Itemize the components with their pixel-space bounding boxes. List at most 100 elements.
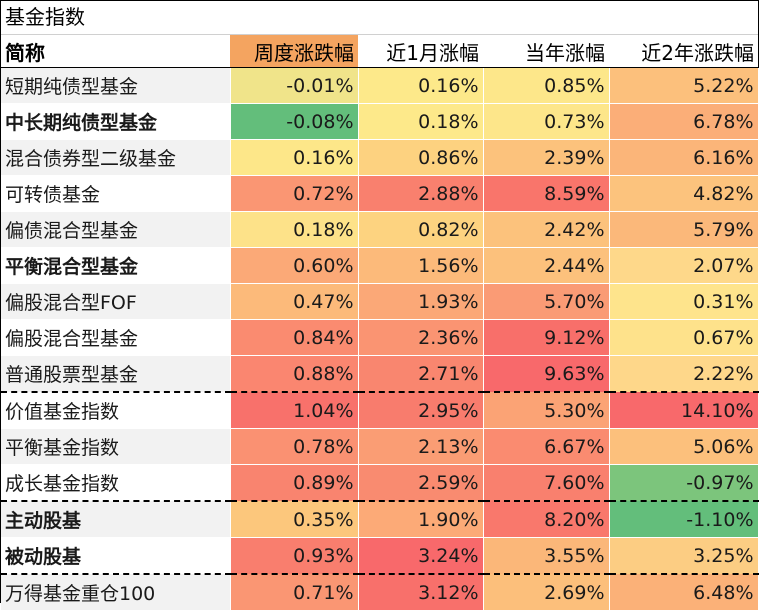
- cell-1m-change: 0.18%: [358, 104, 483, 140]
- cell-1m-change: 3.24%: [358, 538, 483, 575]
- cell-ytd-change: 9.63%: [483, 356, 609, 393]
- header-1m-change: 近1月涨幅: [358, 35, 483, 68]
- cell-1m-change: 1.56%: [358, 248, 483, 284]
- cell-ytd-change: 2.69%: [483, 574, 609, 610]
- cell-weekly-change: 0.89%: [230, 465, 358, 502]
- row-name: 平衡基金指数: [1, 429, 230, 465]
- cell-ytd-change: 8.20%: [483, 501, 609, 538]
- cell-2y-change: 5.22%: [609, 68, 758, 104]
- cell-weekly-change: 0.35%: [230, 501, 358, 538]
- header-name: 简称: [1, 35, 230, 68]
- cell-ytd-change: 0.73%: [483, 104, 609, 140]
- row-name: 万得基金重仓100: [1, 574, 230, 610]
- cell-ytd-change: 5.70%: [483, 284, 609, 320]
- cell-1m-change: 0.16%: [358, 68, 483, 104]
- cell-weekly-change: 0.78%: [230, 429, 358, 465]
- cell-2y-change: 6.16%: [609, 140, 758, 176]
- cell-ytd-change: 2.39%: [483, 140, 609, 176]
- cell-1m-change: 2.71%: [358, 356, 483, 393]
- cell-weekly-change: 0.93%: [230, 538, 358, 575]
- row-name: 混合债券型二级基金: [1, 140, 230, 176]
- row-name: 偏股混合型FOF: [1, 284, 230, 320]
- cell-2y-change: 2.07%: [609, 248, 758, 284]
- cell-1m-change: 2.36%: [358, 320, 483, 356]
- header-2y-change: 近2年涨跌幅: [609, 35, 758, 68]
- cell-2y-change: -1.10%: [609, 501, 758, 538]
- row-name: 中长期纯债型基金: [1, 104, 230, 140]
- cell-ytd-change: 6.67%: [483, 429, 609, 465]
- header-row: 简称 周度涨跌幅 近1月涨幅 当年涨幅 近2年涨跌幅: [1, 35, 758, 68]
- table-row: 中长期纯债型基金-0.08%0.18%0.73%6.78%: [1, 104, 758, 140]
- cell-ytd-change: 5.30%: [483, 392, 609, 429]
- cell-weekly-change: 0.18%: [230, 212, 358, 248]
- cell-2y-change: 5.79%: [609, 212, 758, 248]
- cell-weekly-change: 1.04%: [230, 392, 358, 429]
- cell-1m-change: 0.82%: [358, 212, 483, 248]
- header-ytd-change: 当年涨幅: [483, 35, 609, 68]
- table-body: 短期纯债型基金-0.01%0.16%0.85%5.22%中长期纯债型基金-0.0…: [1, 68, 758, 610]
- cell-ytd-change: 0.85%: [483, 68, 609, 104]
- cell-ytd-change: 3.55%: [483, 538, 609, 575]
- cell-weekly-change: 0.47%: [230, 284, 358, 320]
- cell-2y-change: -0.97%: [609, 465, 758, 502]
- cell-weekly-change: 0.71%: [230, 574, 358, 610]
- cell-2y-change: 2.22%: [609, 356, 758, 393]
- cell-ytd-change: 2.44%: [483, 248, 609, 284]
- cell-1m-change: 2.13%: [358, 429, 483, 465]
- cell-1m-change: 0.86%: [358, 140, 483, 176]
- cell-weekly-change: 0.16%: [230, 140, 358, 176]
- table-row: 短期纯债型基金-0.01%0.16%0.85%5.22%: [1, 68, 758, 104]
- cell-weekly-change: 0.84%: [230, 320, 358, 356]
- cell-1m-change: 2.95%: [358, 392, 483, 429]
- row-name: 普通股票型基金: [1, 356, 230, 393]
- row-name: 偏股混合型基金: [1, 320, 230, 356]
- cell-2y-change: 6.48%: [609, 574, 758, 610]
- row-name: 偏债混合型基金: [1, 212, 230, 248]
- cell-2y-change: 5.06%: [609, 429, 758, 465]
- row-name: 短期纯债型基金: [1, 68, 230, 104]
- cell-1m-change: 1.90%: [358, 501, 483, 538]
- cell-1m-change: 2.88%: [358, 176, 483, 212]
- cell-weekly-change: -0.08%: [230, 104, 358, 140]
- cell-2y-change: 3.25%: [609, 538, 758, 575]
- row-name: 被动股基: [1, 538, 230, 575]
- cell-weekly-change: 0.88%: [230, 356, 358, 393]
- cell-weekly-change: -0.01%: [230, 68, 358, 104]
- cell-2y-change: 4.82%: [609, 176, 758, 212]
- cell-ytd-change: 2.42%: [483, 212, 609, 248]
- cell-ytd-change: 7.60%: [483, 465, 609, 502]
- row-name: 价值基金指数: [1, 392, 230, 429]
- cell-weekly-change: 0.60%: [230, 248, 358, 284]
- cell-1m-change: 2.59%: [358, 465, 483, 502]
- row-name: 平衡混合型基金: [1, 248, 230, 284]
- fund-index-table: 简称 周度涨跌幅 近1月涨幅 当年涨幅 近2年涨跌幅 短期纯债型基金-0.01%…: [1, 35, 759, 610]
- row-name: 主动股基: [1, 501, 230, 538]
- row-name: 成长基金指数: [1, 465, 230, 502]
- cell-weekly-change: 0.72%: [230, 176, 358, 212]
- cell-2y-change: 0.67%: [609, 320, 758, 356]
- cell-2y-change: 6.78%: [609, 104, 758, 140]
- cell-1m-change: 1.93%: [358, 284, 483, 320]
- cell-2y-change: 0.31%: [609, 284, 758, 320]
- table-title: 基金指数: [1, 1, 758, 35]
- cell-2y-change: 14.10%: [609, 392, 758, 429]
- header-weekly-change: 周度涨跌幅: [230, 35, 358, 68]
- cell-ytd-change: 9.12%: [483, 320, 609, 356]
- row-name: 可转债基金: [1, 176, 230, 212]
- cell-ytd-change: 8.59%: [483, 176, 609, 212]
- cell-1m-change: 3.12%: [358, 574, 483, 610]
